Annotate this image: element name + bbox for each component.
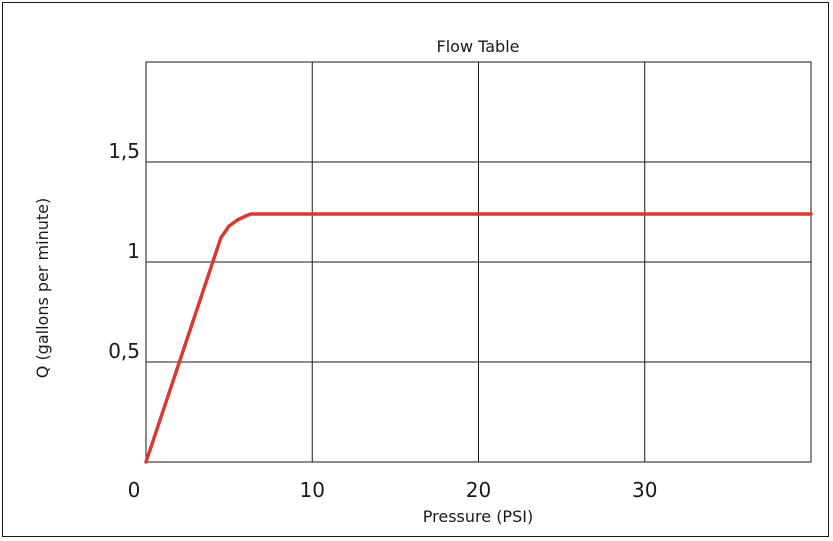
y-tick-label: 1 <box>127 239 140 263</box>
y-tick-labels: 0,5 1 1,5 <box>108 139 140 363</box>
flow-series-line <box>144 212 813 464</box>
x-tick-label: 20 <box>466 478 491 502</box>
y-axis-label: Q (gallons per minute) <box>33 198 52 378</box>
x-tick-label: 30 <box>632 478 657 502</box>
y-tick-label: 1,5 <box>108 139 140 163</box>
series-group <box>144 212 813 464</box>
x-tick-labels: 0 10 20 30 <box>128 478 658 502</box>
chart-title: Flow Table <box>437 37 520 56</box>
x-tick-label: 10 <box>300 478 325 502</box>
grid <box>145 61 812 463</box>
x-tick-label: 0 <box>128 478 141 502</box>
y-tick-label: 0,5 <box>108 339 140 363</box>
x-axis-label: Pressure (PSI) <box>423 507 533 526</box>
